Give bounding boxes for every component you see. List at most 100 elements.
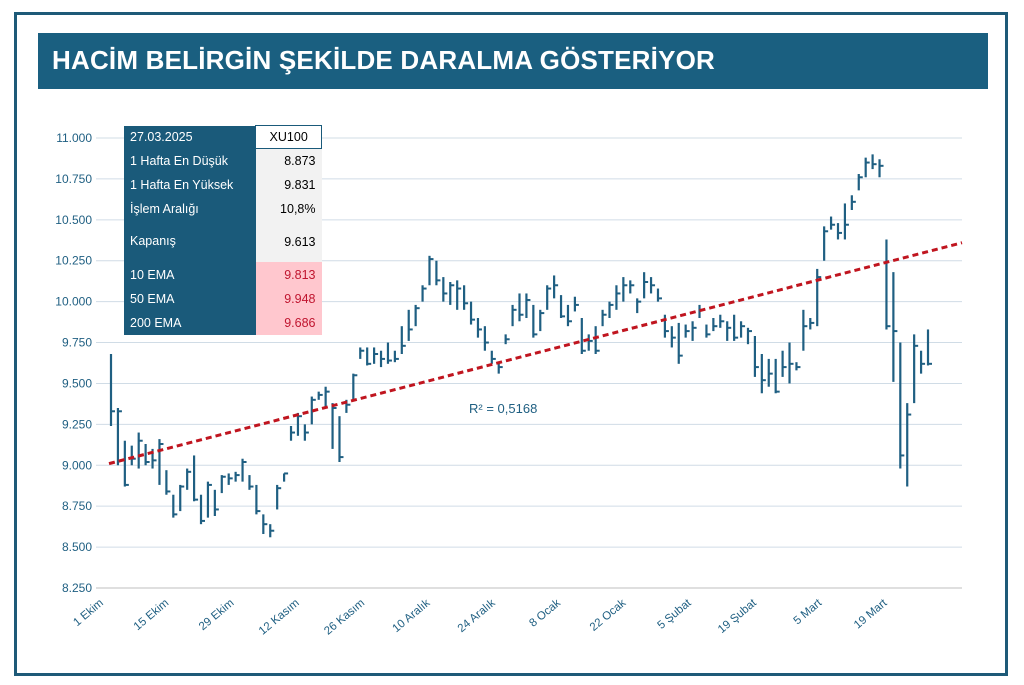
ohlc-bar: [317, 391, 323, 400]
summary-row: 200 EMA 9.686: [124, 311, 322, 335]
ohlc-bar: [186, 468, 192, 490]
ohlc-bar: [449, 282, 455, 305]
ohlc-bar: [885, 239, 891, 330]
summary-row: İşlem Aralığı 10,8%: [124, 197, 322, 221]
y-tick-label: 10.750: [55, 172, 92, 186]
ohlc-bar: [546, 285, 552, 310]
ohlc-bar: [656, 288, 662, 302]
ohlc-bar: [726, 321, 732, 341]
ohlc-bar: [892, 272, 898, 382]
r-squared-label: R² = 0,5168: [469, 401, 537, 416]
summary-row: 1 Hafta En Yüksek 9.831: [124, 173, 322, 197]
summary-value: 9.813: [255, 262, 322, 287]
ohlc-bar: [899, 342, 905, 469]
summary-row: Kapanış 9.613: [124, 221, 322, 262]
ohlc-bar: [476, 318, 482, 338]
ohlc-bar: [227, 473, 233, 485]
ohlc-bar: [774, 358, 780, 394]
trendline: [108, 241, 963, 466]
ohlc-bar: [379, 350, 386, 368]
summary-index: XU100: [255, 125, 322, 149]
summary-row: 50 EMA 9.948: [124, 287, 322, 311]
ohlc-bar: [463, 285, 469, 310]
ohlc-bar: [414, 304, 420, 327]
y-tick-label: 8.500: [62, 540, 92, 554]
x-tick-label: 22 Ocak: [588, 597, 629, 634]
summary-label: 1 Hafta En Düşük: [124, 148, 256, 173]
ohlc-bar: [518, 293, 524, 322]
x-tick-label: 5 Mart: [792, 597, 825, 628]
ohlc-bar: [172, 494, 178, 518]
summary-row: 10 EMA 9.813: [124, 261, 322, 287]
ohlc-bar: [580, 318, 586, 354]
ohlc-bar: [483, 326, 489, 351]
ohlc-bar: [532, 304, 538, 338]
summary-value: 8.873: [255, 148, 322, 173]
ohlc-bar: [753, 336, 759, 377]
ohlc-bar: [622, 277, 628, 302]
summary-value: 9.686: [255, 311, 322, 335]
ohlc-bar: [712, 318, 718, 332]
ohlc-bar: [456, 280, 462, 310]
ohlc-bar: [823, 226, 829, 261]
ohlc-bar: [269, 524, 275, 538]
ohlc-bar: [123, 440, 129, 487]
ohlc-bar: [802, 309, 808, 351]
x-tick-label: 26 Kasım: [322, 597, 367, 637]
summary-value: 10,8%: [255, 197, 322, 221]
ohlc-bar: [816, 268, 822, 327]
x-tick-label: 19 Şubat: [716, 597, 760, 636]
ohlc-bar: [469, 301, 476, 325]
x-tick-label: 10 Aralık: [390, 597, 432, 635]
ohlc-bar: [262, 514, 268, 534]
ohlc-bar: [435, 260, 441, 286]
ohlc-bar: [255, 484, 261, 515]
ohlc-bar: [504, 334, 510, 345]
ohlc-bar: [788, 342, 794, 384]
ohlc-bar: [331, 403, 337, 449]
ohlc-bar: [608, 301, 614, 318]
ohlc-bar: [206, 481, 212, 518]
ohlc-bar: [352, 373, 358, 400]
ohlc-bar: [296, 412, 302, 436]
ohlc-bar: [525, 293, 531, 318]
y-tick-label: 9.000: [62, 458, 92, 472]
y-tick-label: 11.000: [56, 131, 92, 145]
ohlc-bar: [733, 314, 739, 341]
ohlc-bar: [310, 396, 316, 425]
summary-value: 9.831: [255, 173, 322, 197]
ohlc-bar: [373, 347, 379, 364]
ohlc-bar: [677, 322, 683, 364]
chart-title: HACİM BELİRGİN ŞEKİLDE DARALMA GÖSTERİYO…: [52, 45, 716, 75]
y-tick-label: 10.250: [55, 254, 92, 268]
summary-label: 200 EMA: [124, 311, 256, 335]
ohlc-bar: [338, 416, 344, 462]
ohlc-bar: [843, 203, 849, 240]
chart-frame: [14, 12, 1008, 676]
x-tick-label: 1 Ekim: [71, 597, 106, 629]
ohlc-bar: [289, 426, 296, 441]
ohlc-bar: [386, 342, 392, 364]
ohlc-bar: [829, 216, 836, 230]
ohlc-bar: [220, 475, 226, 494]
summary-label: İşlem Aralığı: [124, 197, 256, 221]
ohlc-bar: [303, 424, 309, 441]
ohlc-bar: [781, 350, 787, 377]
ohlc-bar: [359, 347, 365, 359]
summary-value: 9.948: [255, 287, 322, 311]
summary-label: 10 EMA: [124, 261, 256, 287]
ohlc-bar: [906, 403, 912, 487]
summary-header-row: 27.03.2025 XU100: [124, 125, 322, 149]
y-tick-label: 8.750: [62, 499, 92, 513]
ohlc-bar: [594, 326, 600, 354]
ohlc-bar: [857, 174, 863, 191]
y-tick-label: 10.500: [55, 213, 92, 227]
ohlc-bar: [179, 484, 185, 512]
ohlc-bar: [366, 347, 372, 366]
ohlc-bar: [615, 285, 621, 310]
summary-table: 27.03.2025 XU100 1 Hafta En Düşük 8.873 …: [124, 125, 322, 335]
ohlc-bar: [276, 484, 282, 510]
ohlc-bar: [130, 445, 136, 466]
x-tick-label: 15 Ekim: [132, 597, 172, 633]
